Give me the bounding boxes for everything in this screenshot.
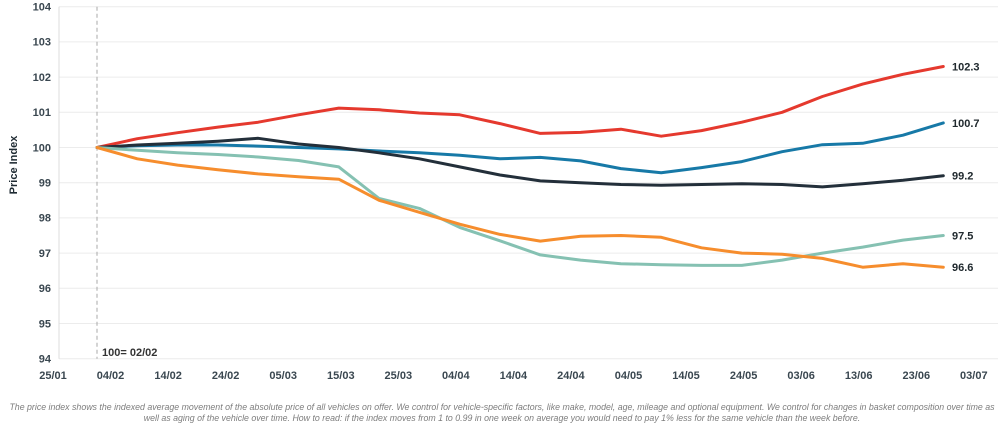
line-series-red bbox=[95, 65, 945, 149]
end-label-series-red: 102.3 bbox=[952, 62, 980, 74]
end-label-series-seafoam: 97.5 bbox=[952, 231, 973, 243]
y-tick-label-95: 95 bbox=[39, 318, 51, 330]
x-tick-label-04-04: 04/04 bbox=[442, 370, 470, 382]
x-tick-label-05-03: 05/03 bbox=[269, 370, 297, 382]
x-tick-label-14-02: 14/02 bbox=[154, 370, 182, 382]
end-label-series-dark-navy: 99.2 bbox=[952, 171, 973, 183]
line-series-orange bbox=[95, 146, 945, 269]
chart-footnote: The price index shows the indexed averag… bbox=[9, 402, 995, 423]
y-tick-label-99: 99 bbox=[39, 178, 51, 190]
y-tick-label-98: 98 bbox=[39, 213, 51, 225]
x-tick-label-04-02: 04/02 bbox=[97, 370, 125, 382]
x-tick-label-25-01: 25/01 bbox=[39, 370, 67, 382]
baseline-annotation: 100= 02/02 bbox=[102, 347, 157, 359]
end-label-series-orange: 96.6 bbox=[952, 262, 973, 274]
x-tick-label-14-04: 14/04 bbox=[500, 370, 528, 382]
x-tick-label-15-03: 15/03 bbox=[327, 370, 355, 382]
x-tick-label-13-06: 13/06 bbox=[845, 370, 873, 382]
end-label-series-blue: 100.7 bbox=[952, 118, 980, 130]
x-tick-label-23-06: 23/06 bbox=[903, 370, 931, 382]
y-tick-label-102: 102 bbox=[33, 72, 51, 84]
x-tick-label-24-04: 24/04 bbox=[557, 370, 585, 382]
x-tick-label-14-05: 14/05 bbox=[672, 370, 700, 382]
x-tick-label-03-06: 03/06 bbox=[787, 370, 815, 382]
y-tick-label-97: 97 bbox=[39, 248, 51, 260]
line-series-seafoam bbox=[95, 146, 945, 267]
line-series-blue bbox=[95, 121, 945, 175]
y-tick-label-96: 96 bbox=[39, 283, 51, 295]
x-tick-label-25-03: 25/03 bbox=[385, 370, 413, 382]
y-tick-label-94: 94 bbox=[39, 354, 52, 366]
line-series-dark-navy bbox=[95, 136, 945, 189]
x-tick-label-04-05: 04/05 bbox=[615, 370, 643, 382]
price-index-line-chart: 94 95 96 97 98 99 100 101 102 103 104 25/01 04/02 14/… bbox=[33, 2, 998, 382]
x-tick-label-24-02: 24/02 bbox=[212, 370, 240, 382]
y-tick-label-103: 103 bbox=[33, 37, 51, 49]
x-tick-label-03-07: 03/07 bbox=[960, 370, 988, 382]
y-tick-label-101: 101 bbox=[33, 107, 51, 119]
x-tick-label-24-05: 24/05 bbox=[730, 370, 758, 382]
y-tick-label-104: 104 bbox=[33, 2, 52, 14]
y-tick-label-100: 100 bbox=[33, 142, 51, 154]
